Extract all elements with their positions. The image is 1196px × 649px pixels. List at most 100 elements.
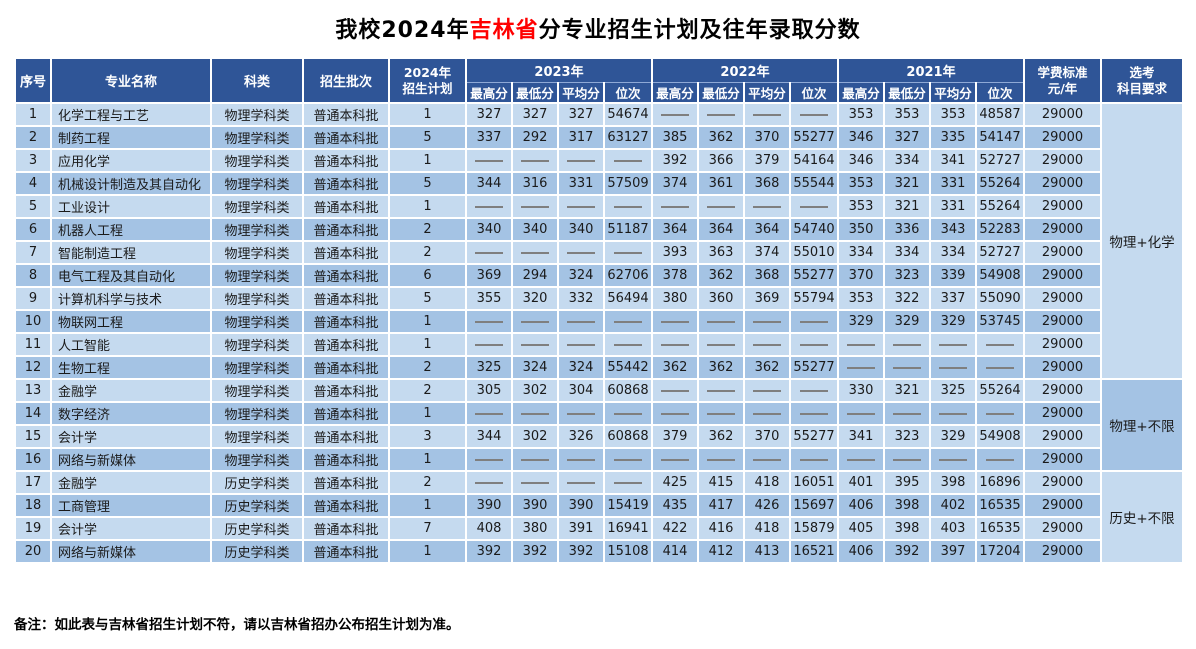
major-name: 金融学 <box>50 470 212 495</box>
score-2021: 55090 <box>975 286 1025 311</box>
score-2021: 353 <box>883 102 931 127</box>
score-2021: 353 <box>837 171 885 196</box>
empty-dash <box>521 343 549 346</box>
empty-dash <box>614 343 642 346</box>
score-2022: 362 <box>697 355 745 380</box>
score-2021 <box>975 401 1025 426</box>
subject-category: 物理学科类 <box>210 401 304 426</box>
score-2022 <box>697 332 745 357</box>
row-number: 17 <box>14 470 52 495</box>
major-name: 化学工程与工艺 <box>50 102 212 127</box>
plan-2024: 1 <box>388 148 467 173</box>
score-2022: 422 <box>651 516 699 541</box>
score-2021: 331 <box>929 171 977 196</box>
col-subheader-score: 位次 <box>789 81 839 104</box>
score-2023 <box>557 447 605 472</box>
score-2023 <box>603 240 653 265</box>
table-row: 18 工商管理 历史学科类 普通本科批 1 390 390 390 15419 435 417 426… <box>14 493 1183 518</box>
col-subheader-score: 最高分 <box>837 81 885 104</box>
score-2021: 334 <box>883 240 931 265</box>
empty-dash <box>707 320 735 323</box>
row-number: 1 <box>14 102 52 127</box>
score-2023 <box>603 309 653 334</box>
score-2021: 341 <box>929 148 977 173</box>
score-2023: 15419 <box>603 493 653 518</box>
score-2021: 402 <box>929 493 977 518</box>
score-2022 <box>651 378 699 403</box>
major-name: 制药工程 <box>50 125 212 150</box>
major-name: 数字经济 <box>50 401 212 426</box>
empty-dash <box>661 412 689 415</box>
score-2022 <box>743 401 791 426</box>
empty-dash <box>847 458 875 461</box>
score-2022: 417 <box>697 493 745 518</box>
empty-dash <box>707 205 735 208</box>
major-name: 网络与新媒体 <box>50 447 212 472</box>
empty-dash <box>939 412 967 415</box>
score-2021: 16535 <box>975 493 1025 518</box>
score-2023: 392 <box>511 539 559 564</box>
score-2022: 369 <box>743 286 791 311</box>
score-2023: 57509 <box>603 171 653 196</box>
score-2023: 331 <box>557 171 605 196</box>
empty-dash <box>614 251 642 254</box>
score-2021: 322 <box>883 286 931 311</box>
score-2023: 305 <box>465 378 513 403</box>
empty-dash <box>707 113 735 116</box>
score-2022 <box>789 309 839 334</box>
score-2022: 362 <box>651 355 699 380</box>
table-row: 16 网络与新媒体 物理学科类 普通本科批 1 29000 <box>14 447 1183 472</box>
score-2022: 418 <box>743 470 791 495</box>
tuition-value: 29000 <box>1023 355 1102 380</box>
score-2022: 393 <box>651 240 699 265</box>
score-2022 <box>789 447 839 472</box>
admission-batch: 普通本科批 <box>302 217 390 242</box>
score-2022 <box>743 378 791 403</box>
score-2021 <box>929 332 977 357</box>
plan-2024: 5 <box>388 125 467 150</box>
table-row: 7 智能制造工程 物理学科类 普通本科批 2 393 363 374 55010 334 334 33… <box>14 240 1183 265</box>
score-2022 <box>743 194 791 219</box>
score-2021: 335 <box>929 125 977 150</box>
major-name: 会计学 <box>50 516 212 541</box>
score-2022: 363 <box>697 240 745 265</box>
empty-dash <box>893 412 921 415</box>
admission-batch: 普通本科批 <box>302 194 390 219</box>
score-2023: 380 <box>511 516 559 541</box>
col-header-subjects: 选考 科目要求 <box>1100 57 1184 104</box>
empty-dash <box>475 205 503 208</box>
empty-dash <box>521 481 549 484</box>
score-2021 <box>837 355 885 380</box>
score-2022 <box>789 378 839 403</box>
score-2023: 16941 <box>603 516 653 541</box>
score-2023: 344 <box>465 171 513 196</box>
score-2023: 369 <box>465 263 513 288</box>
score-2021: 329 <box>837 309 885 334</box>
score-2021: 334 <box>929 240 977 265</box>
score-2021: 337 <box>929 286 977 311</box>
score-2023: 60868 <box>603 378 653 403</box>
score-2023 <box>511 401 559 426</box>
row-number: 12 <box>14 355 52 380</box>
empty-dash <box>661 205 689 208</box>
admission-batch: 普通本科批 <box>302 447 390 472</box>
score-2023: 304 <box>557 378 605 403</box>
score-2023 <box>465 309 513 334</box>
major-name: 人工智能 <box>50 332 212 357</box>
tuition-value: 29000 <box>1023 378 1102 403</box>
row-number: 4 <box>14 171 52 196</box>
admission-batch: 普通本科批 <box>302 516 390 541</box>
empty-dash <box>800 205 828 208</box>
score-2023 <box>465 401 513 426</box>
score-2022: 55010 <box>789 240 839 265</box>
score-2023 <box>557 194 605 219</box>
empty-dash <box>661 320 689 323</box>
row-number: 14 <box>14 401 52 426</box>
empty-dash <box>893 458 921 461</box>
score-2022: 368 <box>743 263 791 288</box>
score-2023: 390 <box>511 493 559 518</box>
score-2023 <box>557 309 605 334</box>
row-number: 7 <box>14 240 52 265</box>
score-2021: 353 <box>837 102 885 127</box>
empty-dash <box>475 343 503 346</box>
